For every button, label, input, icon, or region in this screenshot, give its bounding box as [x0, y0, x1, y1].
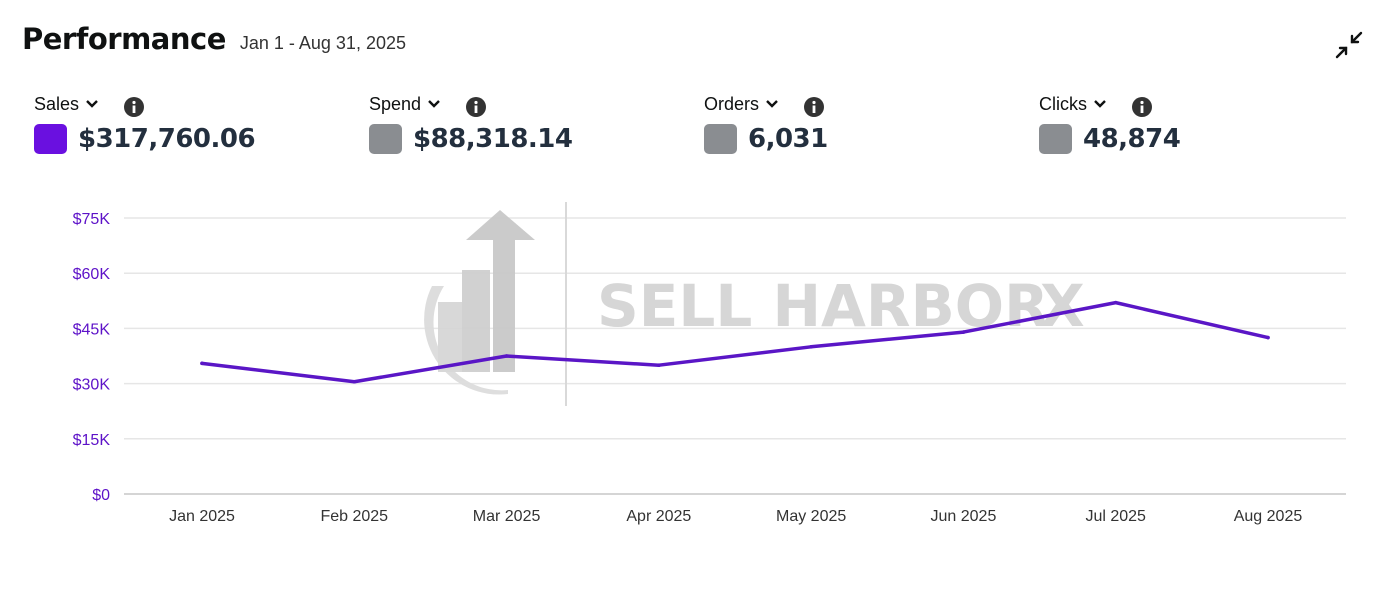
- data-point[interactable]: [352, 379, 357, 384]
- collapse-arrows-icon[interactable]: [1334, 30, 1364, 60]
- header: Performance Jan 1 - Aug 31, 2025: [22, 22, 406, 56]
- data-point[interactable]: [1113, 300, 1118, 305]
- metric-sales: Sales $317,760.06: [34, 90, 334, 154]
- metric-orders: Orders 6,031: [704, 90, 1004, 154]
- metric-value: 6,031: [748, 124, 828, 154]
- x-tick-label: Jan 2025: [169, 508, 235, 525]
- chevron-down-icon[interactable]: [1093, 97, 1107, 111]
- info-icon[interactable]: [123, 96, 145, 118]
- data-point[interactable]: [504, 354, 509, 358]
- y-tick-label: $45K: [73, 321, 111, 338]
- x-tick-label: Feb 2025: [320, 508, 388, 525]
- sales-line-chart: SELL HARBOR X $0 $15K $30K $45K $60K $75K Jan…: [73, 202, 1346, 525]
- watermark-logo: SELL HARBOR X: [424, 202, 1085, 406]
- y-axis: $0 $15K $30K $45K $60K $75K: [73, 211, 111, 504]
- metric-clicks: Clicks 48,874: [1039, 90, 1339, 154]
- x-tick-label: Jun 2025: [931, 508, 997, 525]
- chevron-down-icon[interactable]: [85, 97, 99, 111]
- chart-grid: [124, 217, 1346, 495]
- metric-label: Spend: [369, 93, 422, 114]
- x-tick-label: Mar 2025: [473, 508, 541, 525]
- metric-label: Orders: [704, 93, 760, 114]
- date-range: Jan 1 - Aug 31, 2025: [239, 33, 406, 53]
- x-tick-label: Aug 2025: [1234, 508, 1303, 525]
- metric-value: $88,318.14: [413, 124, 573, 154]
- series-line-sales[interactable]: [200, 300, 1270, 384]
- series-toggle-swatch[interactable]: [34, 124, 67, 154]
- metric-label: Clicks: [1039, 93, 1087, 114]
- x-tick-label: Jul 2025: [1085, 508, 1146, 525]
- data-point[interactable]: [1266, 335, 1270, 340]
- data-point[interactable]: [657, 363, 661, 367]
- series-toggle-swatch[interactable]: [369, 124, 402, 154]
- x-tick-label: Apr 2025: [626, 508, 691, 525]
- watermark-accent: X: [1040, 272, 1085, 340]
- info-icon[interactable]: [1131, 96, 1153, 118]
- x-tick-label: May 2025: [776, 508, 846, 525]
- series-toggle-swatch[interactable]: [1039, 124, 1072, 154]
- info-icon[interactable]: [803, 96, 825, 118]
- y-tick-label: $75K: [73, 211, 111, 228]
- series-toggle-swatch[interactable]: [704, 124, 737, 154]
- chevron-down-icon[interactable]: [427, 97, 441, 111]
- y-tick-label: $30K: [73, 377, 111, 394]
- chevron-down-icon[interactable]: [765, 97, 779, 111]
- y-tick-label: $60K: [73, 266, 111, 283]
- metric-label: Sales: [34, 93, 80, 114]
- y-tick-label: $15K: [73, 432, 111, 449]
- metric-value: $317,760.06: [78, 124, 256, 154]
- metric-spend: Spend $88,318.14: [369, 90, 669, 154]
- metric-value: 48,874: [1083, 124, 1181, 154]
- series-layer: [200, 300, 1270, 384]
- x-axis: Jan 2025 Feb 2025 Mar 2025 Apr 2025 May 2025…: [169, 508, 1302, 525]
- page-title: Performance: [22, 22, 226, 56]
- data-point[interactable]: [200, 361, 204, 366]
- data-point[interactable]: [809, 345, 813, 349]
- info-icon[interactable]: [465, 96, 487, 118]
- data-point[interactable]: [961, 330, 966, 334]
- y-tick-label: $0: [92, 487, 110, 504]
